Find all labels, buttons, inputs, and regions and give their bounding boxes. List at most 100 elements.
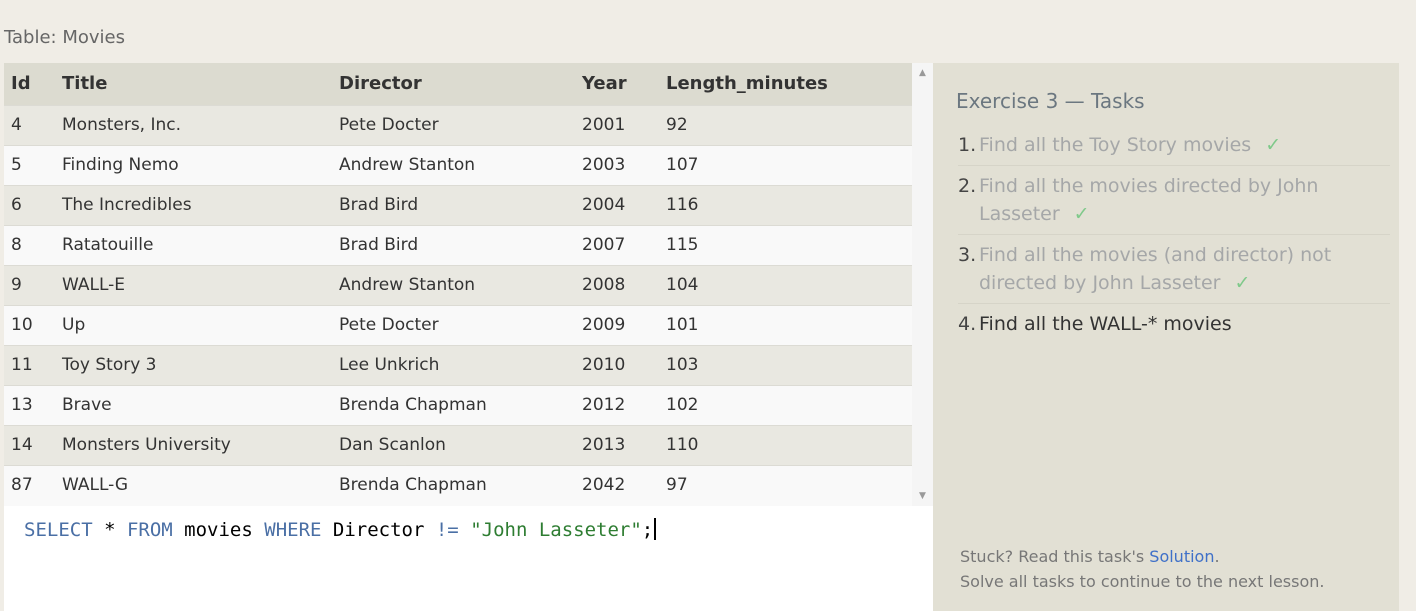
sql-column-name: Director [321, 519, 436, 541]
table-row: 87 WALL-G Brenda Chapman 2042 97 [4, 464, 912, 505]
sql-operator: != [435, 519, 459, 541]
task-label: Find all the Toy Story movies [979, 134, 1252, 156]
sql-keyword-from: FROM [126, 519, 173, 541]
task-number: 3. [958, 244, 977, 266]
sql-table-name: movies [172, 519, 265, 541]
sql-editor[interactable]: SELECT * FROM movies WHERE Director != "… [4, 506, 933, 611]
table-row: 8 Ratatouille Brad Bird 2007 115 [4, 224, 912, 265]
cell-director: Andrew Stanton [332, 264, 575, 305]
help-suffix: . [1214, 547, 1220, 566]
cell-id: 14 [4, 424, 55, 465]
solution-link[interactable]: Solution [1149, 547, 1215, 566]
sql-keyword-where: WHERE [264, 519, 322, 541]
cell-title: Toy Story 3 [55, 344, 332, 385]
task-number: 2. [958, 175, 977, 197]
task-item: 4. Find all the WALL-* movies [958, 308, 1390, 344]
task-label: Find all the WALL-* movies [979, 313, 1232, 335]
tasks-title: Exercise 3 — Tasks [956, 89, 1145, 113]
sql-space [459, 519, 470, 541]
sql-keyword-select: SELECT [24, 519, 93, 541]
cell-director: Andrew Stanton [332, 144, 575, 185]
table-caption: Table: Movies [4, 27, 125, 48]
cell-director: Dan Scanlon [332, 424, 575, 465]
table-row: 4 Monsters, Inc. Pete Docter 2001 92 [4, 104, 912, 145]
cell-length: 104 [659, 264, 912, 305]
cell-director: Pete Docter [332, 304, 575, 345]
sql-query[interactable]: SELECT * FROM movies WHERE Director != "… [24, 518, 657, 541]
cell-length: 102 [659, 384, 912, 425]
checkmark-icon: ✓ [1234, 272, 1251, 294]
cell-id: 8 [4, 224, 55, 265]
cell-length: 110 [659, 424, 912, 465]
cell-id: 9 [4, 264, 55, 305]
cell-id: 11 [4, 344, 55, 385]
task-label: Find all the movies directed by John Las… [979, 175, 1319, 225]
cell-director: Brad Bird [332, 184, 575, 225]
cell-director: Lee Unkrich [332, 344, 575, 385]
table-row: 13 Brave Brenda Chapman 2012 102 [4, 384, 912, 425]
checkmark-icon: ✓ [1073, 203, 1090, 225]
cell-year: 2008 [575, 264, 659, 305]
task-text: Find all the movies (and director) not d… [979, 241, 1390, 297]
table-row: 11 Toy Story 3 Lee Unkrich 2010 103 [4, 344, 912, 385]
task-list: 1. Find all the Toy Story movies ✓ 2. Find a… [958, 129, 1390, 348]
task-label: Find all the movies (and director) not d… [979, 244, 1332, 294]
help-line-2: Solve all tasks to continue to the next … [960, 572, 1325, 591]
cell-title: Finding Nemo [55, 144, 332, 185]
task-text: Find all the Toy Story movies ✓ [979, 131, 1281, 159]
tasks-panel: Exercise 3 — Tasks 1. Find all the Toy St… [933, 63, 1399, 611]
cell-year: 2013 [575, 424, 659, 465]
cell-title: Monsters University [55, 424, 332, 465]
cell-length: 101 [659, 304, 912, 345]
cell-year: 2010 [575, 344, 659, 385]
task-number: 1. [958, 134, 977, 156]
cell-length: 115 [659, 224, 912, 265]
help-prefix: Stuck? Read this task's [960, 547, 1150, 566]
cell-length: 97 [659, 464, 912, 505]
help-text: Stuck? Read this task's Solution. Solve … [960, 544, 1324, 594]
task-text: Find all the movies directed by John Las… [979, 172, 1390, 228]
cell-title: Monsters, Inc. [55, 104, 332, 145]
cell-year: 2042 [575, 464, 659, 505]
table-row: 6 The Incredibles Brad Bird 2004 116 [4, 184, 912, 225]
triangle-up-icon[interactable]: ▲ [919, 68, 926, 78]
table-row: 9 WALL-E Andrew Stanton 2008 104 [4, 264, 912, 305]
cell-length: 116 [659, 184, 912, 225]
cell-id: 13 [4, 384, 55, 425]
cell-title: Brave [55, 384, 332, 425]
cell-director: Brenda Chapman [332, 464, 575, 505]
cell-id: 6 [4, 184, 55, 225]
table-row: 14 Monsters University Dan Scanlon 2013 110 [4, 424, 912, 465]
cell-year: 2003 [575, 144, 659, 185]
task-item: 2. Find all the movies directed by John L… [958, 170, 1390, 235]
column-header-director: Director [332, 63, 575, 105]
cell-id: 5 [4, 144, 55, 185]
column-header-year: Year [575, 63, 659, 105]
cell-director: Brad Bird [332, 224, 575, 265]
checkmark-icon: ✓ [1265, 134, 1282, 156]
task-text: Find all the WALL-* movies [979, 310, 1232, 338]
cell-year: 2004 [575, 184, 659, 225]
cell-year: 2009 [575, 304, 659, 345]
cell-id: 10 [4, 304, 55, 345]
triangle-down-icon[interactable]: ▼ [919, 491, 926, 501]
sql-terminator: ; [641, 519, 654, 541]
cell-director: Pete Docter [332, 104, 575, 145]
cell-title: Up [55, 304, 332, 345]
cell-year: 2001 [575, 104, 659, 145]
table-row: 10 Up Pete Docter 2009 101 [4, 304, 912, 345]
cell-title: WALL-G [55, 464, 332, 505]
task-item: 1. Find all the Toy Story movies ✓ [958, 129, 1390, 166]
sql-string-value: "John Lasseter" [470, 519, 642, 541]
table-scrollbar[interactable]: ▲ ▼ [912, 63, 933, 506]
sql-star: * [92, 519, 127, 541]
cell-length: 92 [659, 104, 912, 145]
cell-director: Brenda Chapman [332, 384, 575, 425]
cell-title: The Incredibles [55, 184, 332, 225]
cell-year: 2012 [575, 384, 659, 425]
table-row: 5 Finding Nemo Andrew Stanton 2003 107 [4, 144, 912, 185]
cell-title: Ratatouille [55, 224, 332, 265]
cell-year: 2007 [575, 224, 659, 265]
